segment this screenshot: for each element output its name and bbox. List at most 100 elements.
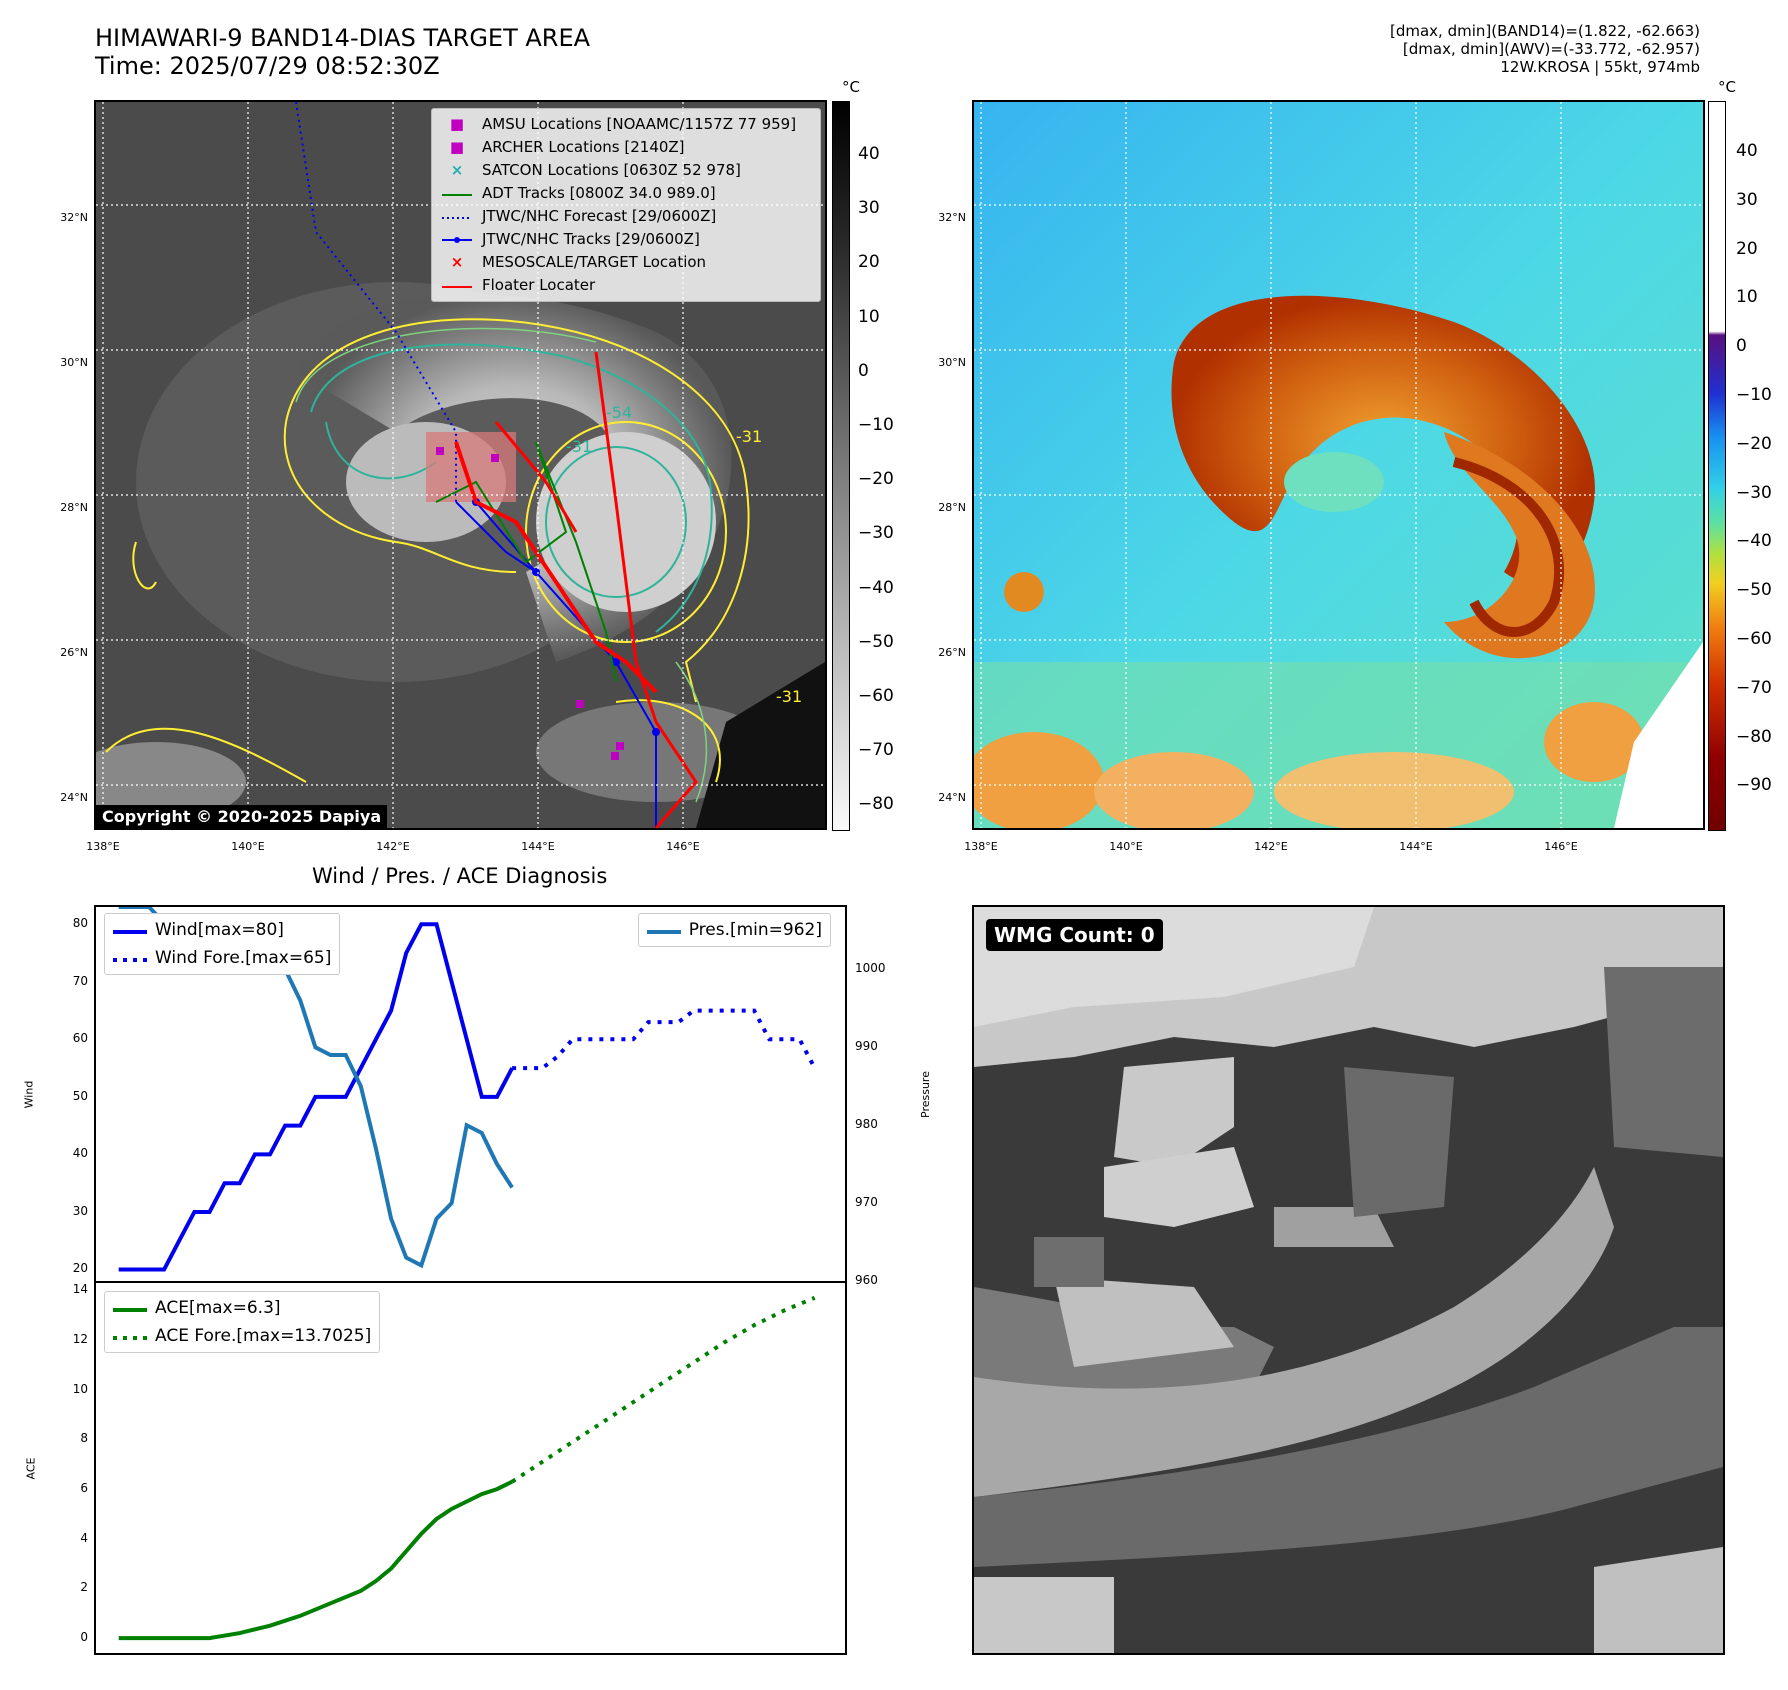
lat-label: 28°N — [938, 501, 966, 514]
legend-item-amsu: ■ AMSU Locations [NOAAMC/1157Z 77 959] — [440, 113, 812, 136]
lon-label: 140°E — [231, 840, 265, 853]
colorbar-tick-label: 40 — [858, 144, 880, 164]
lat-label: 24°N — [938, 791, 966, 804]
colorbar-tick-label: 10 — [858, 306, 880, 327]
axis-tick-label: 0 — [80, 1630, 88, 1645]
axis-tick-label: 70 — [72, 973, 88, 988]
legend-item-ace: ACE[max=6.3] — [113, 1294, 371, 1322]
axis-tick-label: 14 — [72, 1282, 88, 1297]
diagnosis-title: Wind / Pres. / ACE Diagnosis — [312, 864, 608, 888]
axis-tick-label: 1000 — [855, 961, 886, 976]
wind-pressure-chart: Wind[max=80] Wind Fore.[max=65] Pres.[mi… — [94, 905, 847, 1283]
ace-axis-label: ACE — [24, 1457, 38, 1480]
legend-item-floater: Floater Locater — [440, 274, 812, 297]
line-dot-icon — [440, 228, 474, 251]
lat-label: 24°N — [60, 791, 88, 804]
colorbar-tick-label: −90 — [1736, 775, 1772, 796]
axis-tick-label: 20 — [72, 1261, 88, 1276]
colorbar-tick-label: 30 — [1736, 189, 1758, 210]
legend-item-mesoscale: × MESOSCALE/TARGET Location — [440, 251, 812, 274]
title-line-2: Time: 2025/07/29 08:52:30Z — [95, 52, 440, 80]
colorbar-tick-label: −30 — [1736, 482, 1772, 503]
axis-tick-label: 980 — [855, 1117, 878, 1132]
colorbar-tick-label: 0 — [858, 360, 869, 381]
title-line-1: HIMAWARI-9 BAND14-DIAS TARGET AREA — [95, 24, 591, 52]
ace-chart: ACE[max=6.3] ACE Fore.[max=13.7025] — [94, 1281, 847, 1655]
axis-tick-label: 12 — [72, 1332, 88, 1347]
map-legend: ■ AMSU Locations [NOAAMC/1157Z 77 959] ■… — [431, 108, 821, 302]
stats-awv: [dmax, dmin](AWV)=(-33.772, -62.957) — [1402, 40, 1700, 58]
colorbar-tick-label: −20 — [858, 469, 894, 490]
contour-label: -31 — [776, 687, 802, 706]
band14-map: -54 -31 -31 -31 ■ AMSU Locations [NOAAMC… — [94, 100, 827, 830]
legend-item-tracks: JTWC/NHC Tracks [29/0600Z] — [440, 228, 812, 251]
storm-info: 12W.KROSA | 55kt, 974mb — [1500, 58, 1700, 76]
axis-tick-label: 2 — [80, 1580, 88, 1595]
contour-label: -31 — [736, 427, 762, 446]
awv-colorbar — [1708, 101, 1726, 831]
colorbar-tick-label: 20 — [1736, 238, 1758, 259]
wind-legend: Wind[max=80] Wind Fore.[max=65] — [104, 913, 341, 975]
legend-item-wind-fore: Wind Fore.[max=65] — [113, 944, 331, 972]
square-marker-icon: ■ — [449, 115, 465, 133]
legend-item-satcon: × SATCON Locations [0630Z 52 978] — [440, 159, 812, 182]
wind-axis-label: Wind — [22, 1080, 36, 1109]
lat-label: 32°N — [938, 211, 966, 224]
copyright-label: Copyright © 2020-2025 Dapiya — [96, 805, 388, 828]
wind-forecast-series-line — [512, 1008, 817, 1071]
lat-label: 32°N — [60, 211, 88, 224]
colorbar-tick-label: 40 — [1736, 141, 1758, 161]
band14-colorbar-unit: °C — [842, 78, 860, 96]
lon-label: 142°E — [376, 840, 410, 853]
lon-label: 146°E — [666, 840, 700, 853]
colorbar-tick-label: −60 — [858, 686, 894, 706]
legend-item-wind: Wind[max=80] — [113, 916, 331, 944]
colorbar-tick-label: −80 — [858, 794, 894, 815]
line-icon — [113, 1294, 147, 1322]
wmg-imagery — [974, 907, 1723, 1653]
ace-series-line — [118, 1479, 513, 1641]
colorbar-tick-label: 20 — [858, 252, 880, 273]
page-title: HIMAWARI-9 BAND14-DIAS TARGET AREA Time:… — [95, 24, 590, 80]
colorbar-tick-label: −10 — [858, 415, 894, 435]
lat-label: 30°N — [60, 356, 88, 369]
band14-colorbar — [832, 101, 850, 831]
lon-label: 142°E — [1254, 840, 1288, 853]
colorbar-tick-label: −10 — [1736, 385, 1772, 405]
lon-label: 146°E — [1544, 840, 1578, 853]
legend-item-archer: ■ ARCHER Locations [2140Z] — [440, 136, 812, 159]
pressure-legend: Pres.[min=962] — [637, 913, 831, 947]
awv-map — [972, 100, 1705, 830]
wmg-panel: WMG Count: 0 — [972, 905, 1725, 1655]
lon-label: 138°E — [86, 840, 120, 853]
lon-label: 138°E — [964, 840, 998, 853]
colorbar-tick-label: −60 — [1736, 629, 1772, 649]
axis-tick-label: 6 — [80, 1481, 88, 1496]
legend-item-ace-fore: ACE Fore.[max=13.7025] — [113, 1322, 371, 1350]
ace-plot — [118, 1295, 816, 1641]
x-marker-icon: × — [450, 161, 464, 179]
lon-label: 144°E — [1399, 840, 1433, 853]
pressure-axis-label: Pressure — [918, 1071, 932, 1118]
wind-series-line — [118, 922, 514, 1272]
axis-tick-label: 50 — [72, 1088, 88, 1103]
dotted-line-icon — [113, 944, 147, 972]
legend-item-pressure: Pres.[min=962] — [646, 916, 822, 944]
dotted-line-icon — [113, 1322, 147, 1350]
legend-item-adt: ADT Tracks [0800Z 34.0 989.0] — [440, 182, 812, 205]
ace-forecast-series-line — [511, 1295, 816, 1484]
square-marker-icon: ■ — [449, 138, 465, 156]
line-icon — [440, 274, 474, 297]
x-marker-icon: × — [450, 253, 464, 271]
lon-label: 144°E — [521, 840, 555, 853]
axis-tick-label: 40 — [72, 1146, 88, 1161]
colorbar-tick-label: 30 — [858, 198, 880, 219]
axis-tick-label: 80 — [72, 916, 88, 931]
axis-tick-label: 30 — [72, 1203, 88, 1218]
colorbar-tick-label: −80 — [1736, 726, 1772, 747]
line-icon — [113, 916, 147, 944]
line-icon — [646, 916, 681, 944]
colorbar-tick-label: −50 — [858, 631, 894, 652]
line-icon — [440, 182, 474, 205]
wmg-count-badge: WMG Count: 0 — [986, 919, 1163, 951]
